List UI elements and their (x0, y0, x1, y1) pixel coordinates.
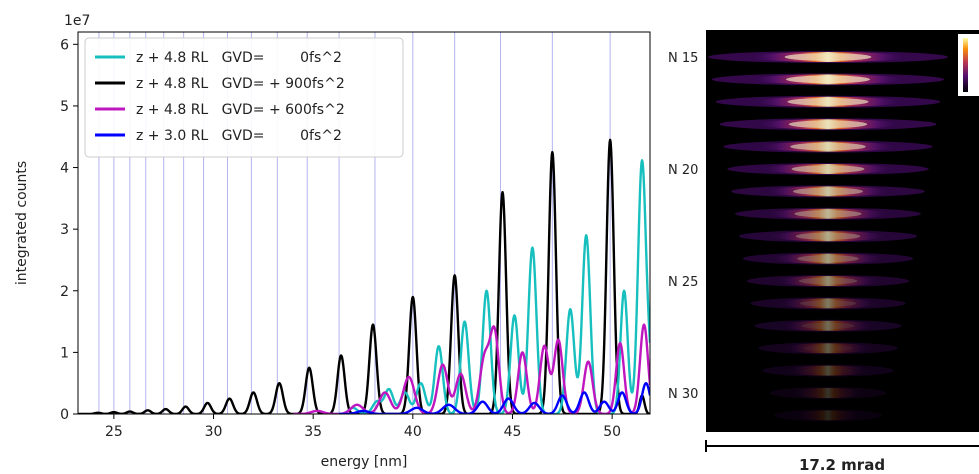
series-line-4 (338, 381, 650, 414)
y-tick-label: 2 (60, 284, 69, 300)
harmonic-band-16 (711, 73, 945, 86)
x-axis-label: energy [nm] (321, 454, 408, 470)
harmonic-band-15 (707, 51, 949, 63)
y-offset-label: 1e7 (64, 13, 90, 29)
x-tick-label: 30 (205, 424, 223, 440)
legend-label-4: z + 3.0 RL GVD= 0fs^2 (136, 128, 342, 144)
row-label: N 20 (668, 163, 698, 178)
legend-label-1: z + 4.8 RL GVD= 0fs^2 (136, 50, 342, 66)
legend-box (84, 37, 404, 158)
colorbar (958, 34, 979, 96)
harmonic-band-22 (735, 207, 921, 220)
y-tick-label: 3 (60, 222, 69, 238)
harmonic-heatmap: N 15 N 20 N 25 N 30 17.2 mrad (668, 30, 979, 474)
harmonic-band-25 (746, 275, 910, 287)
harmonic-band-21 (731, 185, 925, 198)
harmonic-band-26 (750, 297, 906, 310)
legend-label-3: z + 4.8 RL GVD= + 600fs^2 (136, 102, 345, 118)
x-tick-label: 40 (404, 424, 422, 440)
y-tick-label: 4 (60, 161, 69, 177)
harmonic-band-31 (773, 409, 883, 422)
scale-bar-label: 17.2 mrad (799, 456, 885, 474)
harmonic-band-23 (738, 230, 918, 243)
colorbar-gradient (963, 38, 968, 92)
x-tick-label: 50 (603, 424, 621, 440)
series-line-3 (292, 323, 650, 414)
x-tick-label: 45 (504, 424, 522, 440)
y-axis: 0 1 2 3 4 5 6 (60, 37, 78, 423)
harmonic-band-18 (719, 118, 937, 131)
harmonic-band-24 (742, 252, 914, 265)
harmonic-band-28 (758, 342, 898, 355)
harmonic-band-17 (715, 95, 941, 108)
row-label: N 30 (668, 387, 698, 402)
y-tick-label: 5 (60, 99, 69, 115)
y-axis-label: integrated counts (14, 161, 30, 285)
plot-frame (77, 31, 651, 415)
legend-label-2: z + 4.8 RL GVD= + 900fs^2 (136, 76, 345, 92)
x-tick-label: 25 (105, 424, 123, 440)
harmonic-band-29 (762, 364, 894, 377)
y-tick-label: 6 (60, 37, 69, 53)
harmonic-band-30 (769, 387, 887, 399)
y-tick-label: 0 (60, 407, 69, 423)
harmonic-band-19 (723, 140, 933, 153)
x-tick-label: 35 (304, 424, 322, 440)
harmonic-band-20 (727, 163, 929, 175)
harmonic-band-27 (754, 319, 902, 332)
y-tick-label: 1 (60, 345, 69, 361)
x-axis: 25 30 35 40 45 50 (105, 414, 621, 440)
row-label: N 25 (668, 275, 698, 290)
colorbar-background (958, 34, 979, 96)
legend: z + 4.8 RL GVD= 0fs^2 z + 4.8 RL GVD= + 9… (84, 37, 404, 158)
row-label: N 15 (668, 51, 698, 66)
scale-bar: 17.2 mrad (705, 440, 979, 474)
